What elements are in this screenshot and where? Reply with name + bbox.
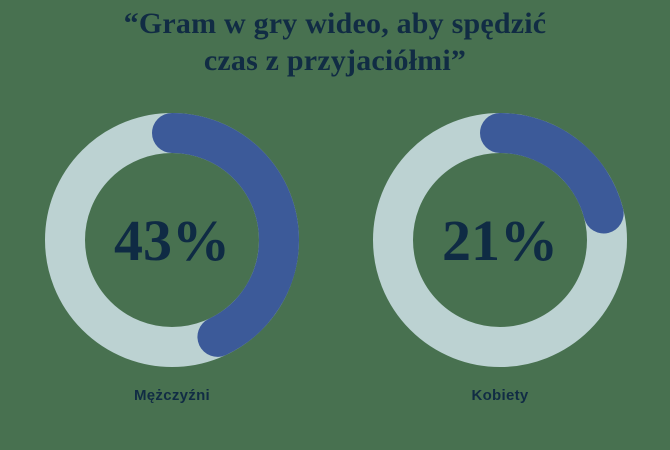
donut-ring-men — [45, 113, 299, 367]
donut-category-label: Mężczyźni — [133, 387, 211, 404]
chart-title: “Gram w gry wideo, aby spędzić czas z pr… — [0, 5, 670, 79]
donut-chart-men: 43% Mężczyźni — [45, 113, 299, 404]
donut-chart-women: 21% Kobiety — [373, 113, 627, 404]
donut-category-label: Kobiety — [471, 387, 529, 404]
donut-arc-filled — [45, 113, 299, 367]
donut-arc-filled — [373, 113, 627, 367]
chart-title-line2: czas z przyjaciółmi” — [203, 44, 467, 77]
chart-title-line1: “Gram w gry wideo, aby spędzić — [123, 7, 547, 40]
donut-value-label: 21% — [442, 207, 558, 273]
donut-value-label: 43% — [114, 207, 230, 273]
donut-ring-women — [373, 113, 627, 367]
